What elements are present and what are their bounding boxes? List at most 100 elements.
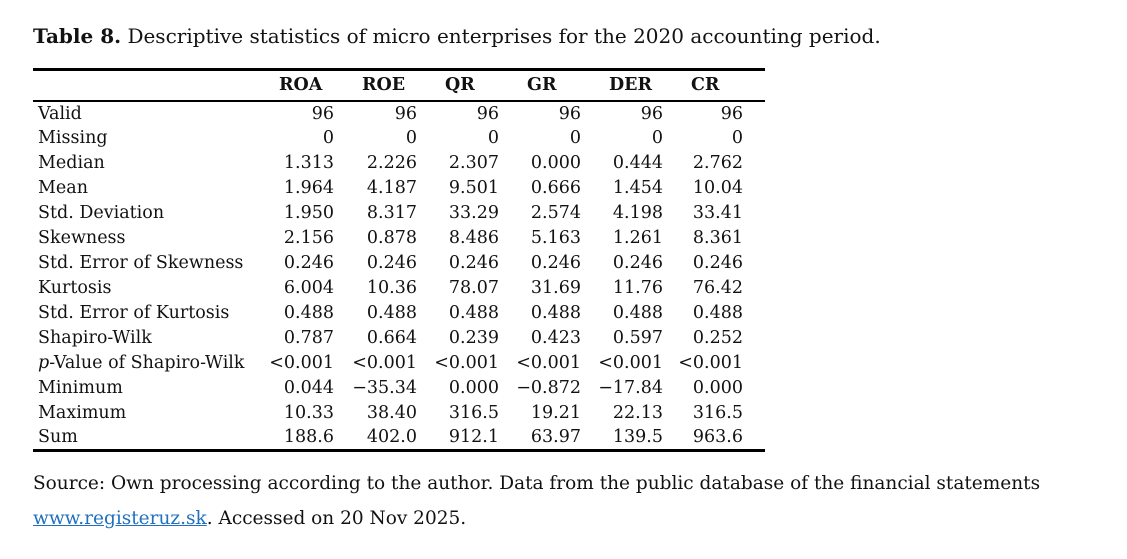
cell-value: 2.574 [530,203,581,223]
column-header-der: DER [609,75,653,96]
row-label: Std. Error of Kurtosis [38,303,230,323]
table-row: Std. Deviation 1.950 8.317 33.29 2.574 4.198 3… [33,201,765,226]
cell-value: 188.6 [283,427,334,448]
cell-value: 96 [720,103,743,124]
cell-value: 963.6 [692,427,743,448]
cell-value: 8.317 [366,203,417,223]
cell-value: 0.488 [530,303,581,323]
cell-value: 0.664 [366,328,417,348]
stub-header-cell [33,70,251,101]
column-header-cr: CR [691,75,720,96]
column-header-gr: GR [527,75,557,96]
cell-value: −17.84 [598,378,663,398]
cell-value: 10.04 [692,178,743,198]
row-label: Skewness [38,228,126,248]
table-header-row: ROA ROE QR GR DER CR [33,69,765,101]
cell-value: 96 [311,103,334,124]
cell-value: 139.5 [612,427,663,448]
cell-value: <0.001 [598,353,663,373]
table-caption: Table 8. Descriptive statistics of micro… [33,22,1107,51]
cell-value: −35.34 [352,378,417,398]
cell-value: 0.787 [283,328,334,348]
cell-value: 0 [651,128,663,148]
cell-value: 0.044 [283,378,334,398]
source-note-line2: www.registeruz.sk. Accessed on 20 Nov 20… [33,501,1107,536]
italic-variable: p [38,353,50,373]
source-note-line1: Source: Own processing according to the … [33,473,1041,494]
cell-value: 1.950 [283,203,334,223]
cell-value: 31.69 [530,278,581,298]
cell-value: 0.423 [530,328,581,348]
cell-value: 9.501 [448,178,499,198]
cell-value: 0.239 [448,328,499,348]
column-header-qr: QR [445,75,475,96]
row-label: Missing [38,128,108,148]
cell-value: 2.156 [283,228,334,248]
cell-value: 0.246 [283,253,334,273]
cell-value: 1.261 [612,228,663,248]
cell-value: 0.488 [283,303,334,323]
cell-value: 0.666 [530,178,581,198]
cell-value: 1.454 [612,178,663,198]
cell-value: 0.444 [612,153,663,173]
cell-value: 316.5 [448,403,499,423]
cell-value: 0.246 [612,253,663,273]
cell-value: 1.964 [283,178,334,198]
row-label: Valid [38,103,82,124]
cell-value: 0.000 [448,378,499,398]
cell-value: 76.42 [692,278,743,298]
cell-value: 0.252 [692,328,743,348]
cell-value: 11.76 [612,278,663,298]
row-label: Mean [38,178,88,198]
cell-value: 0 [322,128,334,148]
cell-value: 0.488 [366,303,417,323]
cell-value: 2.226 [366,153,417,173]
cell-value: 0.246 [366,253,417,273]
cell-value: 8.361 [692,228,743,248]
source-note: Source: Own processing according to the … [33,466,1107,536]
table-row: p-Value of Shapiro-Wilk <0.001 <0.001 <0.00… [33,351,765,376]
table-row: Kurtosis 6.004 10.36 78.07 31.69 11.76 76.42 [33,276,765,301]
table-row: Median 1.313 2.226 2.307 0.000 0.444 2.762 [33,151,765,176]
cell-value: 96 [558,103,581,124]
column-header-roa: ROA [279,75,323,96]
cell-value: 0 [487,128,499,148]
cell-value: 316.5 [692,403,743,423]
cell-value: <0.001 [678,353,743,373]
source-note-line2-rest: . Accessed on 20 Nov 2025. [206,508,467,529]
cell-value: 0.878 [366,228,417,248]
cell-value: 19.21 [530,403,581,423]
cell-value: 0.000 [692,378,743,398]
row-label: Sum [38,427,78,448]
table-row: Maximum 10.33 38.40 316.5 19.21 22.13 316.5 [33,401,765,426]
cell-value: 10.36 [366,278,417,298]
source-link[interactable]: www.registeruz.sk [33,508,207,529]
cell-value: 0 [731,128,743,148]
cell-value: 96 [476,103,499,124]
cell-value: 912.1 [448,427,499,448]
row-label: Kurtosis [38,278,112,298]
cell-value: 96 [640,103,663,124]
cell-value: 0.246 [692,253,743,273]
cell-value: 2.307 [448,153,499,173]
row-label: Median [38,153,105,173]
cell-value: 33.29 [448,203,499,223]
cell-value: 4.198 [612,203,663,223]
cell-value: 0.246 [448,253,499,273]
cell-value: 0.597 [612,328,663,348]
row-label: Minimum [38,378,123,398]
cell-value: 0 [569,128,581,148]
cell-value: <0.001 [516,353,581,373]
cell-value: 1.313 [283,153,334,173]
cell-value: 2.762 [692,153,743,173]
table-row: Minimum 0.044 −35.34 0.000 −0.872 −17.84 0.000 [33,376,765,401]
table-row: Std. Error of Kurtosis 0.488 0.488 0.488 0.4… [33,301,765,326]
table-row: Std. Error of Skewness 0.246 0.246 0.246 0.2… [33,251,765,276]
row-label: Maximum [38,403,127,423]
cell-value: <0.001 [352,353,417,373]
cell-value: 0 [405,128,417,148]
cell-value: 38.40 [366,403,417,423]
row-label: Std. Error of Skewness [38,253,244,273]
cell-value: 63.97 [530,427,581,448]
